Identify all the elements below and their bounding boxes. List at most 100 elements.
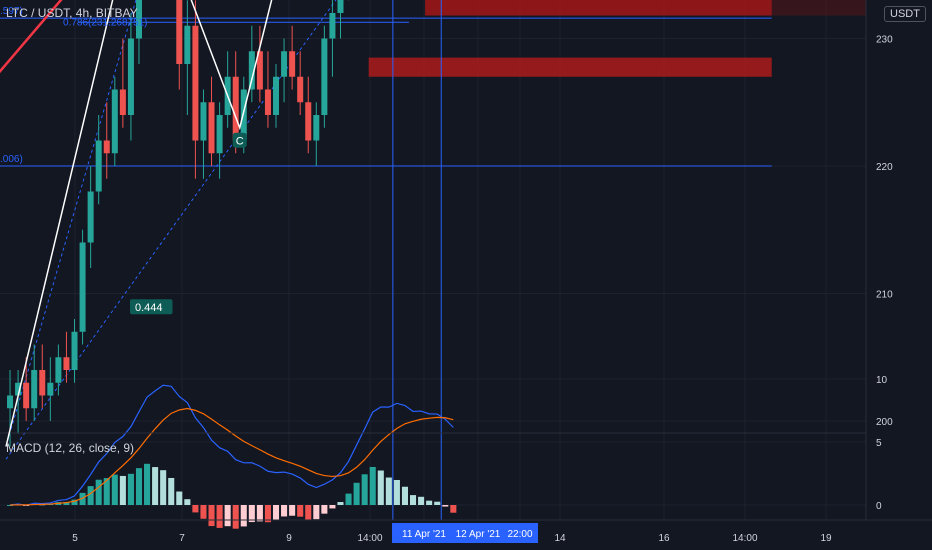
ratio-label-xb-bg <box>130 299 173 315</box>
macd-histogram-bar <box>71 499 78 505</box>
macd-histogram-bar <box>272 505 280 520</box>
time-highlight <box>392 523 456 543</box>
time-tick-label: 14:00 <box>357 533 382 544</box>
candle-body <box>248 51 255 90</box>
macd-histogram-bar <box>337 502 344 505</box>
macd-histogram-bar <box>232 505 239 529</box>
candle-body <box>200 102 207 141</box>
candle-body <box>119 89 126 115</box>
macd-histogram-bar <box>377 470 384 505</box>
macd-histogram-bar <box>111 474 118 505</box>
macd-histogram-bar <box>135 468 143 505</box>
macd-histogram-bar <box>168 477 175 505</box>
macd-histogram-bar <box>192 505 199 513</box>
macd-histogram-bar <box>127 473 134 505</box>
candle-body <box>79 242 86 332</box>
macd-histogram-bar <box>450 505 457 513</box>
macd-histogram-bar <box>87 486 94 505</box>
time-tick-label: 14 <box>554 533 566 544</box>
candle-body <box>31 370 38 409</box>
macd-histogram-bar <box>385 477 392 505</box>
macd-histogram-bar <box>176 491 183 505</box>
time-tick-label: 9 <box>286 533 292 544</box>
candle-body <box>103 140 110 154</box>
macd-histogram-bar <box>353 482 360 505</box>
candle-body <box>55 357 62 383</box>
candle-body <box>329 13 336 39</box>
macd-tick-label: 10 <box>876 375 888 386</box>
macd-title: MACD (12, 26, close, 9) <box>6 441 135 455</box>
candle-body <box>232 76 239 141</box>
pattern-point-c-bg <box>232 132 247 148</box>
candle-body <box>15 382 22 396</box>
candle-body <box>192 25 199 141</box>
candle-body <box>337 0 344 13</box>
macd-histogram-bar <box>264 505 271 523</box>
macd-tick-label: 5 <box>876 438 882 449</box>
candle-body <box>321 38 328 115</box>
macd-histogram-bar <box>410 495 417 505</box>
candle-body <box>305 102 312 141</box>
supply-demand-zones <box>368 0 866 77</box>
candle-body <box>264 89 271 115</box>
time-tick-label-highlighted: 12 Apr '21 <box>456 529 501 540</box>
time-tick-label: 16 <box>658 533 670 544</box>
candle-body <box>39 370 46 396</box>
price-tick-label: 210 <box>876 290 893 301</box>
macd-tick-label: 0 <box>876 501 882 512</box>
macd-histogram-bar <box>321 505 328 514</box>
macd-histogram-bar <box>248 505 255 523</box>
time-tick-label-highlighted: 22:00 <box>507 529 532 540</box>
candle-body <box>127 38 134 115</box>
fib-label-0.786: 0.786(231.268751) <box>63 17 148 28</box>
price-axis-bg <box>866 0 932 550</box>
drawing-overlay <box>0 0 273 447</box>
macd-histogram-bar <box>369 466 376 505</box>
ratio-label-xb: 0.444 <box>135 302 163 314</box>
macd-histogram-bar <box>305 505 312 520</box>
zone-rect <box>368 57 772 77</box>
macd-histogram-bar <box>361 474 368 505</box>
candle-body <box>111 89 118 154</box>
time-tick-label: 7 <box>179 533 185 544</box>
time-tick-label-highlighted: 11 Apr '21 <box>402 529 446 540</box>
macd-histogram-bar <box>152 467 159 505</box>
macd-histogram-bar <box>289 505 296 516</box>
candle-body <box>256 51 263 90</box>
macd-histogram-bar <box>95 479 102 505</box>
time-highlight <box>502 523 538 543</box>
time-highlight <box>446 523 510 543</box>
macd-histogram-bar <box>240 505 247 527</box>
candle-body <box>289 51 296 77</box>
macd-histogram-bar <box>184 499 191 505</box>
macd-histogram-bar <box>208 505 215 527</box>
price-tick-label: 200 <box>876 417 893 428</box>
macd-histogram-bar <box>79 492 86 505</box>
macd-histogram-bar <box>256 505 263 522</box>
macd-histogram-bar <box>297 505 304 517</box>
candle-body <box>63 357 70 370</box>
clipped-label-bottom: .006) <box>0 154 23 165</box>
chart-title: LTC / USDT, 4h, BITBAY <box>6 6 138 20</box>
zone-overlay <box>425 0 866 16</box>
macd-histogram-bar <box>224 505 231 527</box>
candle-body <box>87 191 94 243</box>
candle-body <box>176 0 183 64</box>
candle-body <box>47 382 54 396</box>
dotted-trendline <box>5 0 137 447</box>
macd-histogram-bar <box>426 500 433 505</box>
macd-histogram-bar <box>434 501 441 505</box>
macd-histogram-bar <box>281 505 288 517</box>
pattern-point-c: C <box>236 135 244 147</box>
macd-histogram-bar <box>401 486 408 505</box>
harmonic-pattern <box>5 0 273 447</box>
macd-histogram-bar <box>393 479 400 505</box>
macd-histogram-bar <box>63 501 70 505</box>
currency-unit-button[interactable]: USDT <box>884 6 926 22</box>
macd-histogram-bar <box>7 505 14 506</box>
price-tick-label: 220 <box>876 162 893 173</box>
macd-histogram-bar <box>103 478 110 505</box>
